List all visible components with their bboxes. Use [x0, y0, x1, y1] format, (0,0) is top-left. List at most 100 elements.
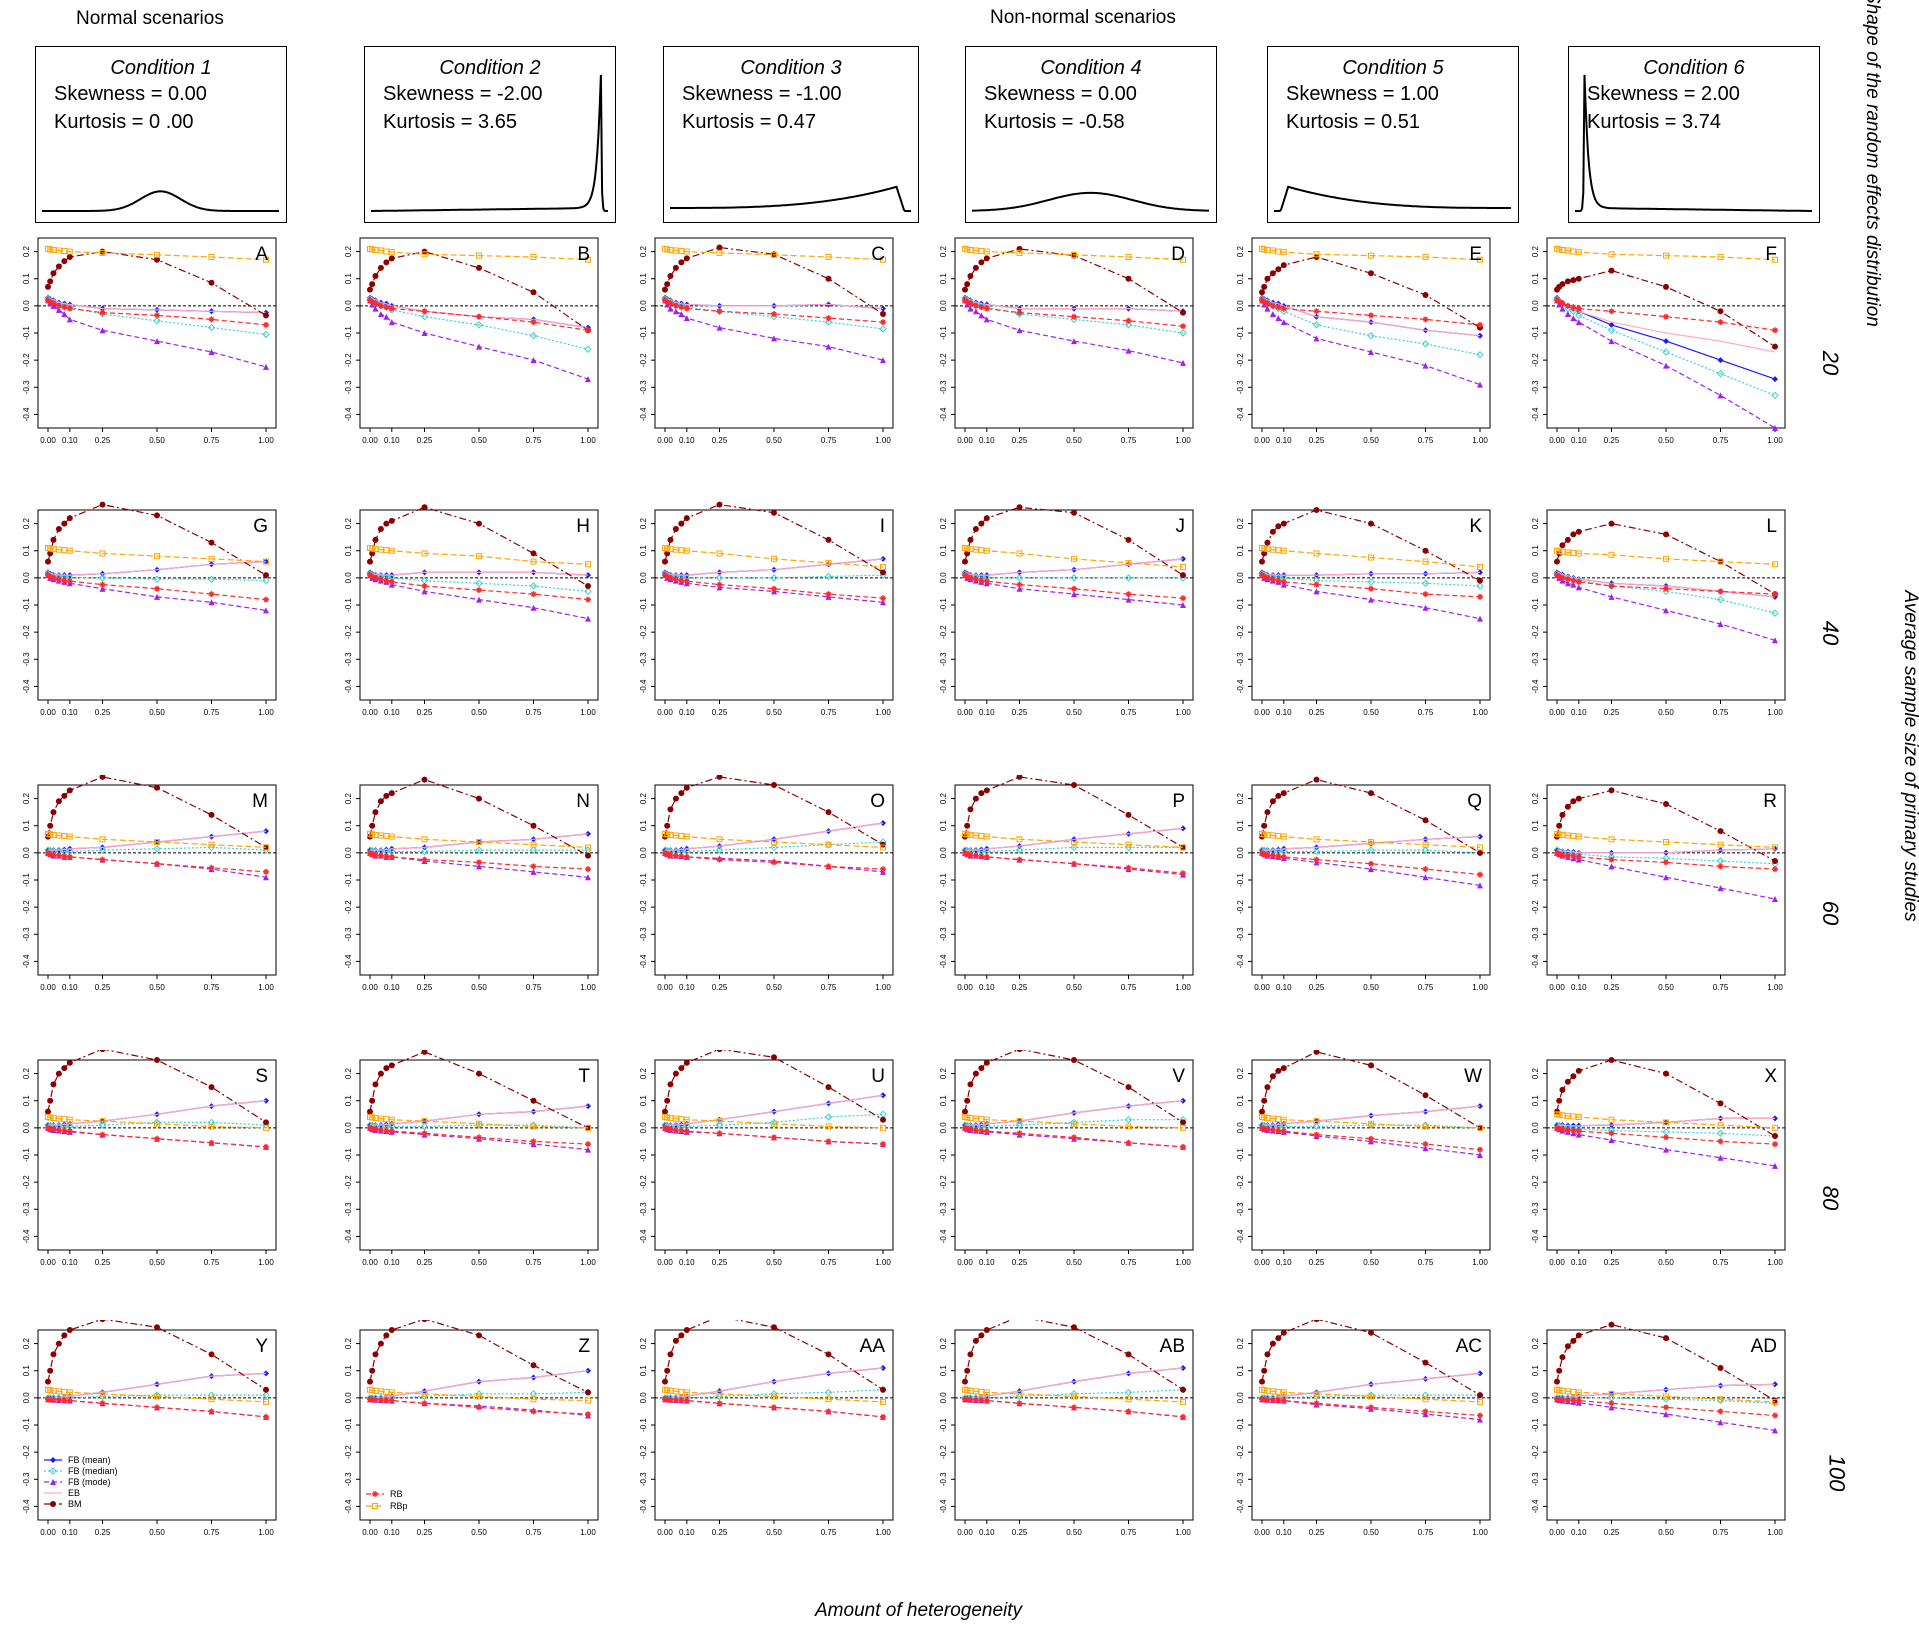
data-point-stroke	[1180, 1144, 1186, 1150]
y-tick-label: 0.1	[1531, 820, 1540, 832]
y-tick-label: -0.2	[1531, 1445, 1540, 1459]
data-point	[421, 1320, 428, 1323]
y-tick-label: 0.2	[1531, 1067, 1540, 1079]
data-point-stroke	[1477, 872, 1483, 878]
data-point-stroke	[369, 574, 375, 579]
data-point-stroke	[1180, 323, 1186, 329]
panel-chart: 0.20.10.0-0.1-0.2-0.3-0.40.00 0.10 0.25 0.5…	[344, 1320, 599, 1537]
y-tick-label: -0.3	[939, 652, 948, 666]
data-point	[421, 251, 428, 258]
data-point	[1016, 504, 1023, 511]
y-tick-label: -0.2	[639, 1175, 648, 1189]
x-tick-label: 0.10	[1571, 436, 1587, 445]
data-point-stroke	[476, 1134, 482, 1140]
data-point	[1717, 841, 1724, 848]
plot-frame	[954, 237, 1194, 429]
data-point	[47, 1367, 54, 1374]
data-point	[369, 246, 376, 253]
data-point	[683, 515, 690, 522]
y-tick-label: -0.3	[939, 1472, 948, 1486]
data-point	[1477, 882, 1483, 889]
data-point	[716, 249, 723, 256]
x-tick-label: 0.75	[821, 436, 837, 445]
data-point	[1261, 545, 1268, 552]
series-line-eb	[1262, 836, 1481, 851]
y-tick-label: -0.4	[1531, 954, 1540, 968]
data-point-stroke	[1281, 1398, 1287, 1404]
series-line-bm	[664, 1320, 884, 1391]
data-point-stroke	[684, 306, 690, 312]
y-tick-label: 0.2	[344, 245, 353, 257]
x-tick-label: 0.10	[384, 1258, 400, 1267]
y-tick-label: 0.2	[1531, 1337, 1540, 1349]
data-point	[1663, 362, 1669, 369]
data-point	[421, 1390, 428, 1397]
data-point	[585, 1389, 591, 1396]
data-point	[880, 1386, 886, 1393]
data-point	[978, 577, 985, 584]
y-tick-label: -0.3	[939, 927, 948, 941]
x-tick-label: 0.25	[417, 436, 433, 445]
data-point	[1422, 316, 1429, 323]
y-tick-label: -0.1	[22, 1148, 31, 1162]
panel-chart: 0.20.10.0-0.1-0.2-0.3-0.40.00 0.10 0.25 0.5…	[22, 1320, 277, 1537]
data-point	[825, 1123, 832, 1130]
data-point	[1125, 841, 1132, 848]
y-tick-label: -0.1	[344, 873, 353, 887]
data-point	[1477, 1416, 1483, 1423]
data-point	[1422, 1123, 1429, 1130]
data-point	[1477, 332, 1483, 339]
data-point-stroke	[1556, 574, 1562, 579]
x-tick-label: 0.75	[821, 1258, 837, 1267]
data-point	[678, 853, 685, 860]
data-point	[1663, 1146, 1669, 1153]
data-point	[388, 547, 395, 554]
x-tick-label: 0.50	[1658, 708, 1674, 717]
data-point	[1313, 836, 1320, 843]
data-point-stroke	[378, 303, 384, 309]
data-point-stroke	[100, 1132, 105, 1138]
data-point	[388, 790, 395, 797]
x-tick-label: 1.00	[1472, 1258, 1488, 1267]
data-point	[263, 312, 269, 319]
data-point	[1772, 896, 1778, 902]
data-point	[1559, 811, 1566, 818]
y-tick-label: 0.1	[639, 1365, 648, 1377]
data-point	[972, 526, 979, 532]
data-point	[1608, 1321, 1615, 1328]
y-tick-label: -0.2	[22, 1445, 31, 1459]
data-point-stroke	[1261, 851, 1267, 857]
y-tick-label: 0.0	[344, 1392, 353, 1404]
data-point	[1280, 1116, 1287, 1123]
data-point-stroke	[1314, 1132, 1319, 1138]
data-point	[978, 853, 985, 860]
data-point	[983, 787, 990, 794]
condition-title: Condition 4	[1040, 57, 1142, 79]
y-tick-label: -0.4	[22, 679, 31, 693]
data-point	[1569, 307, 1578, 315]
data-point	[683, 784, 690, 791]
data-point	[1608, 551, 1615, 558]
data-point	[66, 833, 73, 840]
data-point	[1367, 846, 1375, 854]
series-line-bm	[1556, 269, 1776, 348]
y-tick-label: -0.1	[939, 326, 948, 340]
y-tick-label: -0.1	[344, 326, 353, 340]
data-point-stroke	[422, 1130, 427, 1136]
series-line-fb-median	[370, 1391, 589, 1399]
data-point-stroke	[880, 866, 886, 872]
x-tick-label: 0.25	[95, 983, 111, 992]
x-tick-label: 0.25	[95, 1258, 111, 1267]
data-point	[476, 1393, 482, 1400]
data-point-stroke	[678, 578, 684, 584]
series-line-fb-mode	[47, 574, 267, 611]
data-point	[716, 1400, 723, 1407]
y-tick-label: -0.2	[22, 625, 31, 639]
x-tick-label: 0.50	[1658, 436, 1674, 445]
data-point	[1280, 578, 1287, 585]
data-point	[1264, 1396, 1271, 1403]
data-point	[1477, 256, 1483, 263]
condition-box: Condition 5 Skewness = 1.00 Kurtosis = 0.5…	[1267, 46, 1519, 223]
data-point-stroke	[1556, 851, 1562, 857]
condition-kurtosis: Kurtosis = 3.74	[1587, 111, 1721, 133]
